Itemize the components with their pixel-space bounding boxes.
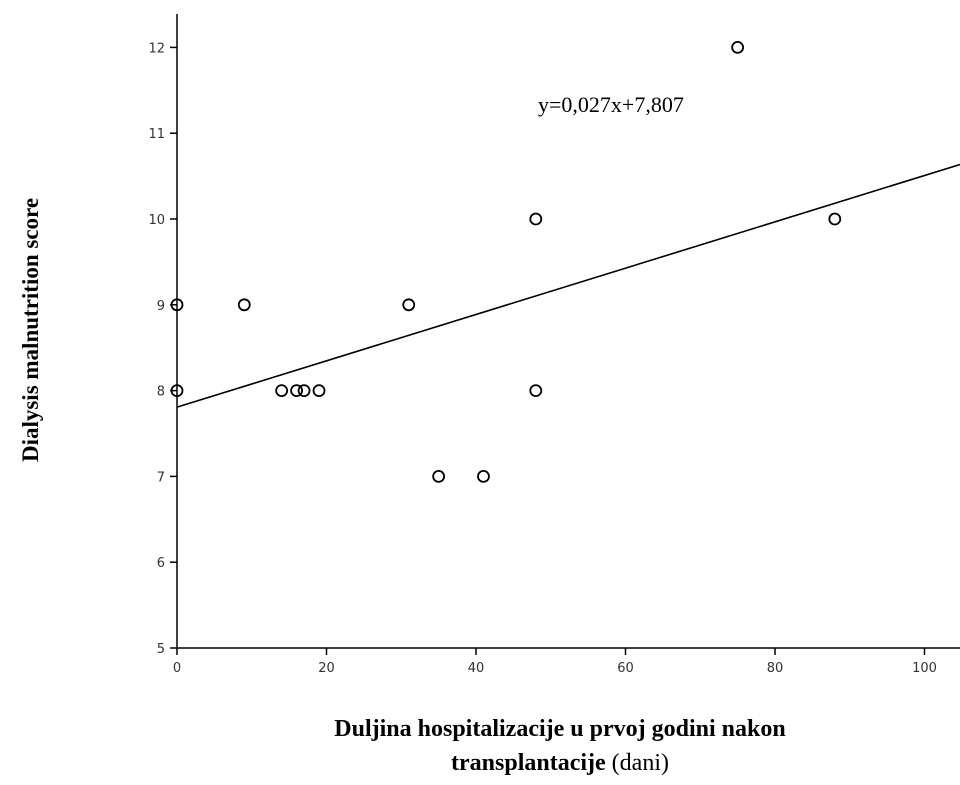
x-axis-label-text-2-bold: transplantacije xyxy=(451,750,606,776)
x-axis: 0 20 40 60 80 100 xyxy=(173,647,960,676)
y-tick-label: 7 xyxy=(157,470,165,485)
x-tick-label: 0 xyxy=(173,661,181,676)
y-tick-label: 6 xyxy=(157,556,165,571)
data-point xyxy=(402,298,416,312)
x-ticks: 0 20 40 60 80 100 xyxy=(173,648,937,676)
data-point xyxy=(237,298,251,312)
x-axis-label-text-1: Duljina hospitalizacije u prvoj godini n… xyxy=(334,716,786,742)
x-tick-label: 100 xyxy=(912,661,937,676)
data-point xyxy=(275,384,289,398)
regression-equation: y=0,027x+7,807 xyxy=(538,92,684,117)
regression-line xyxy=(176,163,960,408)
data-point xyxy=(312,384,326,398)
y-tick-label: 9 xyxy=(157,299,165,314)
y-tick-label: 12 xyxy=(148,41,165,56)
data-point xyxy=(529,212,543,226)
y-tick-label: 5 xyxy=(157,642,165,657)
data-point xyxy=(170,298,184,312)
data-point xyxy=(290,384,304,398)
points-group xyxy=(170,41,842,483)
data-point xyxy=(731,41,745,54)
y-ticks: 5 6 7 8 9 10 11 12 xyxy=(148,41,177,657)
data-point xyxy=(477,469,490,483)
data-point xyxy=(828,212,842,226)
data-point xyxy=(432,469,446,483)
fit-line-group xyxy=(176,163,960,408)
y-tick-label: 8 xyxy=(157,385,165,400)
x-tick-label: 20 xyxy=(318,661,335,676)
x-tick-label: 40 xyxy=(468,661,485,676)
x-axis-label-line2: transplantacije (dani) xyxy=(160,746,960,780)
x-axis-label-text-2-units: (dani) xyxy=(605,750,669,776)
data-point xyxy=(170,384,184,398)
y-axis: 5 6 7 8 9 10 11 12 xyxy=(148,14,178,657)
x-tick-label: 60 xyxy=(617,661,634,676)
x-axis-label-line1: Duljina hospitalizacije u prvoj godini n… xyxy=(160,712,960,746)
data-point xyxy=(529,384,543,398)
y-axis-label: Dialysis malnutrition score xyxy=(18,198,43,462)
y-tick-label: 10 xyxy=(148,213,165,228)
data-point xyxy=(297,384,311,398)
y-tick-label: 11 xyxy=(148,127,165,142)
x-tick-label: 80 xyxy=(767,661,784,676)
